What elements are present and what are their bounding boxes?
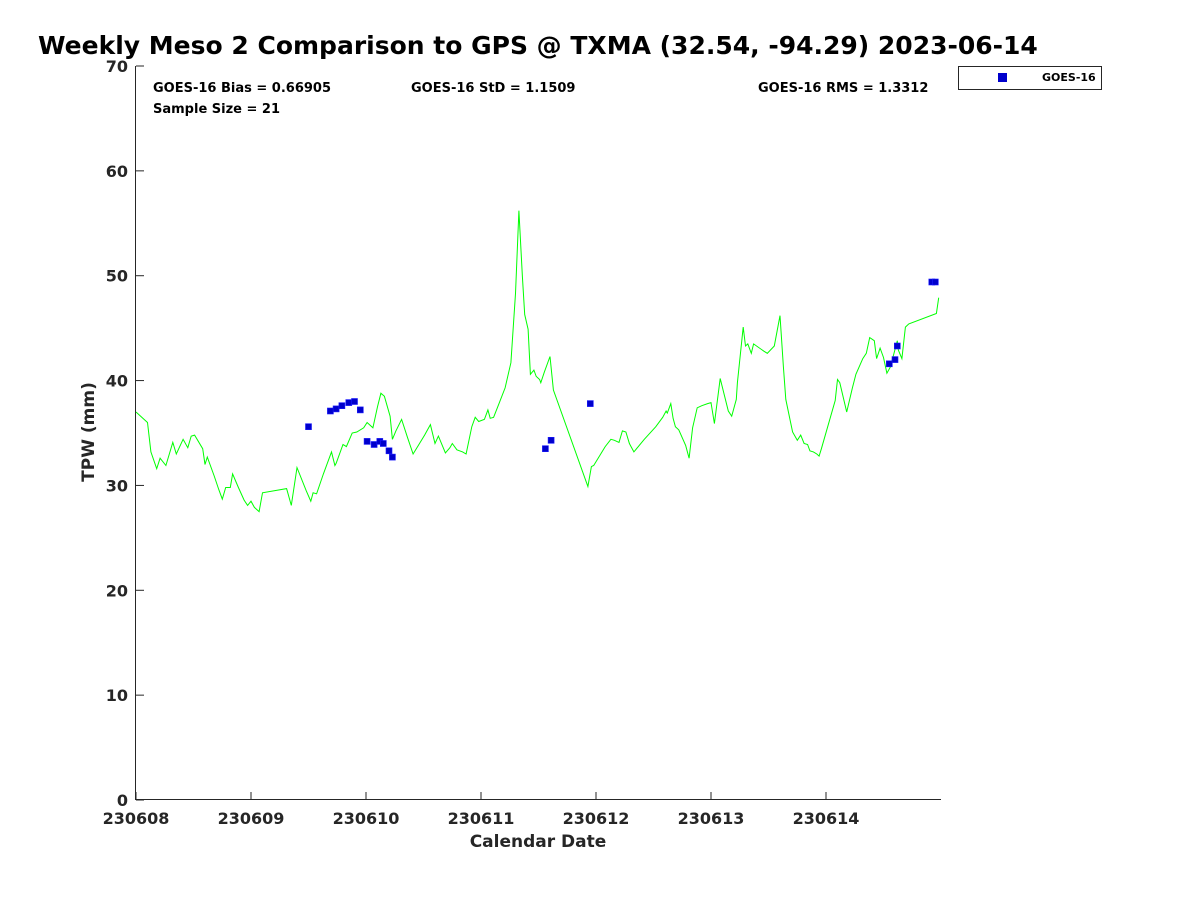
x-axis-label: Calendar Date bbox=[470, 832, 607, 852]
y-tick-label: 40 bbox=[106, 372, 128, 391]
goes16-point bbox=[586, 400, 594, 407]
goes16-point bbox=[385, 447, 393, 455]
goes16-point bbox=[327, 407, 334, 415]
y-tick-label: 60 bbox=[106, 162, 128, 181]
x-tick-label: 230612 bbox=[563, 809, 630, 828]
goes16-point bbox=[891, 356, 899, 363]
goes16-point bbox=[338, 402, 346, 410]
legend-box bbox=[958, 66, 1102, 90]
x-tick-label: 230611 bbox=[448, 809, 515, 828]
y-tick-label: 30 bbox=[106, 476, 128, 495]
y-tick-label: 0 bbox=[117, 791, 128, 810]
goes16-point bbox=[542, 445, 549, 453]
legend-label: GOES-16 bbox=[1042, 71, 1096, 84]
goes16-point bbox=[351, 398, 358, 405]
goes16-series bbox=[305, 278, 939, 461]
y-tick-label: 20 bbox=[106, 581, 128, 600]
y-axis-ticks: 0 10 20 30 40 50 60 70 bbox=[106, 57, 144, 810]
gps-series bbox=[135, 210, 940, 513]
legend: GOES-16 bbox=[958, 66, 1102, 90]
plot-frame bbox=[135, 66, 941, 800]
x-tick-label: 230614 bbox=[793, 809, 860, 828]
stat-rms: GOES-16 RMS = 1.3312 bbox=[758, 81, 928, 96]
chart-title: Weekly Meso 2 Comparison to GPS @ TXMA (… bbox=[38, 31, 1038, 60]
goes16-point bbox=[345, 399, 353, 406]
goes16-point bbox=[379, 440, 387, 447]
x-tick-label: 230609 bbox=[218, 809, 285, 828]
stat-sample-size: Sample Size = 21 bbox=[153, 102, 280, 117]
stat-std: GOES-16 StD = 1.1509 bbox=[411, 81, 575, 96]
stat-bias: GOES-16 Bias = 0.66905 bbox=[153, 81, 331, 96]
stats-annotations: GOES-16 Bias = 0.66905 GOES-16 StD = 1.1… bbox=[153, 81, 928, 117]
goes16-point bbox=[893, 342, 901, 350]
goes16-point bbox=[370, 441, 378, 448]
goes16-point bbox=[931, 278, 939, 286]
goes16-point bbox=[305, 423, 312, 431]
y-tick-label: 50 bbox=[106, 267, 128, 286]
x-axis-ticks: 230608 230609 230610 230611 230612 230613 2306… bbox=[103, 792, 860, 828]
goes16-point bbox=[885, 360, 893, 368]
x-tick-label: 230610 bbox=[333, 809, 400, 828]
gps-line bbox=[135, 210, 940, 513]
goes16-point bbox=[356, 406, 364, 414]
y-tick-label: 70 bbox=[106, 57, 128, 76]
x-tick-label: 230608 bbox=[103, 809, 170, 828]
x-tick-label: 230613 bbox=[678, 809, 745, 828]
goes16-point bbox=[547, 436, 555, 444]
goes16-point bbox=[332, 405, 340, 413]
goes16-point bbox=[389, 453, 396, 461]
y-axis-label: TPW (mm) bbox=[79, 382, 99, 482]
legend-marker bbox=[998, 73, 1007, 82]
y-tick-label: 10 bbox=[106, 686, 128, 705]
goes16-point bbox=[363, 438, 371, 445]
